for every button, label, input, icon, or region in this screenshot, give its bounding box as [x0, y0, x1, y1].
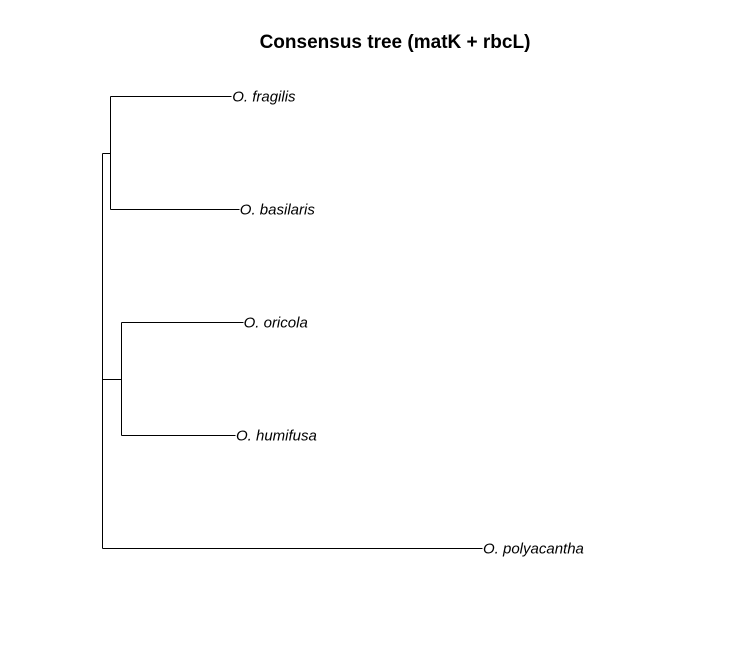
- tip-label-oricola: O. oricola: [244, 315, 308, 332]
- tip-label-polyacantha: O. polyacantha: [483, 541, 584, 558]
- tree-branches: [102, 96, 483, 549]
- tip-label-humifusa: O. humifusa: [236, 428, 317, 445]
- tip-labels: O. fragilis O. basilaris O. oricola O. humi…: [232, 89, 584, 558]
- tree-title: Consensus tree (matK + rbcL): [260, 32, 531, 53]
- tip-label-fragilis: O. fragilis: [232, 89, 296, 106]
- tip-label-basilaris: O. basilaris: [240, 202, 316, 219]
